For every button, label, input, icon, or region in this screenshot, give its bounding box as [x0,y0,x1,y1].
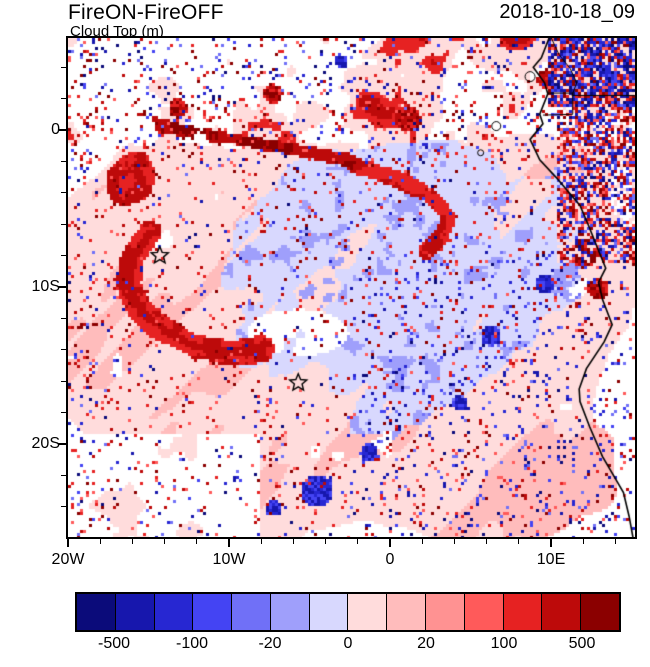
axis-tick [518,539,520,544]
axis-tick [61,223,66,225]
axis-tick [61,474,66,476]
axis-tick [58,129,66,131]
axis-tick [260,539,262,544]
plot-timestamp: 2018-10-18_09 [499,1,635,23]
axis-tick [61,192,66,194]
colorbar-tick-label: 100 [490,635,518,652]
axis-tick [99,539,101,544]
x-tick-label: 20W [51,551,85,568]
colorbar-tick-label: 0 [343,635,353,652]
axis-tick [228,539,230,547]
y-tick-label: 0 [51,121,60,138]
axis-tick [61,255,66,257]
map-canvas [68,38,635,537]
colorbar-cell [581,594,619,630]
axis-tick [67,539,69,547]
x-tick-label: 0 [385,551,395,568]
axis-tick [164,539,166,544]
colorbar-cell [503,594,542,630]
plot-subtitle: Cloud Top (m) [70,23,164,40]
axis-tick [357,539,359,544]
axis-tick [550,539,552,547]
axis-tick [61,380,66,382]
colorbar-cell [232,594,270,630]
colorbar-tick-label: -500 [97,635,131,652]
axis-tick [486,539,488,544]
axis-tick [131,539,133,544]
colorbar-labels: -500 -100 -20 0 20 100 500 [75,635,621,655]
y-tick-label: 10S [31,278,60,295]
axis-tick [292,539,294,544]
axis-tick [61,66,66,68]
map-frame [66,36,637,539]
colorbar-cell [348,594,387,630]
axis-tick [196,539,198,544]
axis-tick [58,286,66,288]
colorbar-cell [542,594,581,630]
axis-tick [614,539,616,544]
colorbar-cell [270,594,309,630]
axis-tick [61,412,66,414]
colorbar-cell [464,594,503,630]
axis-tick [421,539,423,544]
axis-tick [61,98,66,100]
colorbar-tick-label: -20 [258,635,282,652]
axis-tick [582,539,584,544]
colorbar-cell [387,594,426,630]
colorbar-tick-label: 500 [568,635,596,652]
axis-tick [325,539,327,544]
colorbar-cell [115,594,154,630]
colorbar [75,592,621,632]
colorbar-tick-label: 20 [417,635,435,652]
colorbar-cell [426,594,464,630]
axis-tick [61,506,66,508]
x-tick-label: 10E [536,551,566,568]
colorbar-tick-label: -100 [175,635,209,652]
colorbar-cell [77,594,115,630]
colorbar-cell [193,594,232,630]
axis-tick [61,317,66,319]
x-tick-label: 10W [212,551,246,568]
y-tick-label: 20S [31,435,60,452]
colorbar-cell [154,594,193,630]
axis-tick [453,539,455,544]
colorbar-cell [309,594,348,630]
axis-tick [61,349,66,351]
axis-tick [389,539,391,547]
axis-tick [61,160,66,162]
plot-title: FireON-FireOFF [68,1,224,24]
axis-tick [58,443,66,445]
